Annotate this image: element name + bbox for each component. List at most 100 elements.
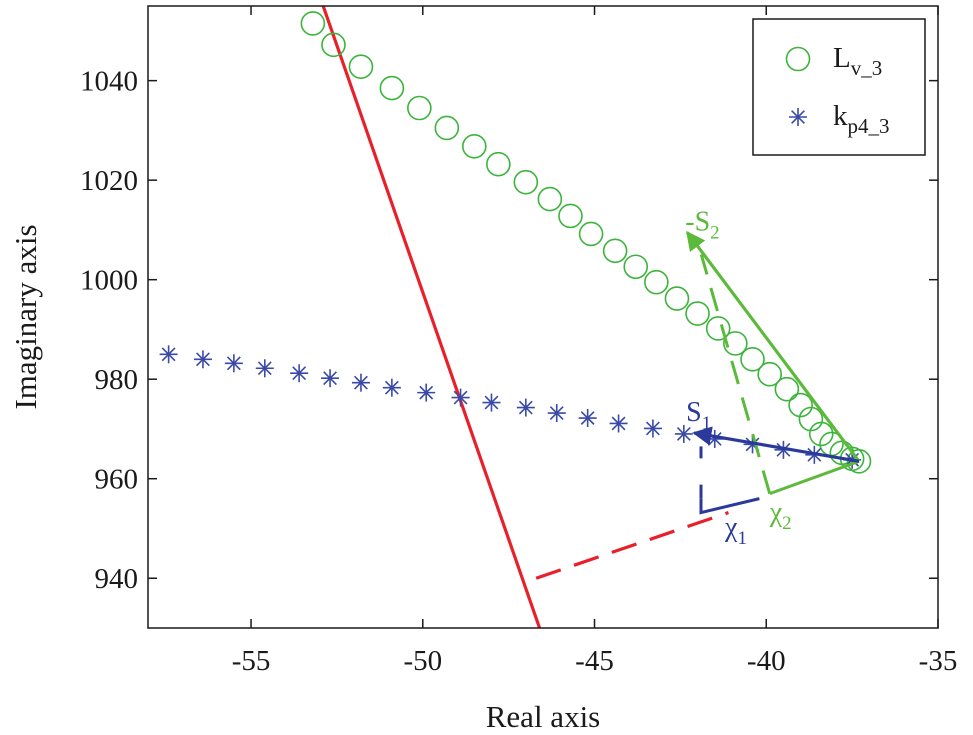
point-k-p4-3-6 xyxy=(351,373,370,392)
point-k-p4-3-2 xyxy=(224,354,243,373)
asterisk-stroke xyxy=(226,356,241,371)
label-chi-1: χ1 xyxy=(724,512,747,549)
point-k-p4-3-9 xyxy=(451,388,470,407)
point-k-p4-3-7 xyxy=(382,378,401,397)
point-l-v-3-0 xyxy=(300,11,326,36)
asterisk-stroke xyxy=(611,416,626,431)
stability-boundary xyxy=(321,6,542,628)
point-k-p4-3-13 xyxy=(578,409,597,428)
legend-label-1-sub: p4_3 xyxy=(848,114,890,138)
point-l-v-3-17 xyxy=(705,316,731,341)
y-tick-label: 980 xyxy=(95,364,139,396)
point-k-p4-3-5 xyxy=(321,369,340,388)
asterisk-stroke xyxy=(419,385,434,400)
point-k-p4-3-8 xyxy=(417,383,436,402)
legend-label-0-sub: v_3 xyxy=(851,56,883,80)
legend-label-1: kp4_3 xyxy=(833,100,890,138)
asterisk-stroke xyxy=(384,380,399,395)
label-s1-main: S xyxy=(686,397,702,428)
point-l-v-3-20 xyxy=(757,361,782,387)
point-l-v-3-12 xyxy=(602,238,628,264)
point-l-v-3-16 xyxy=(685,301,710,326)
point-k-p4-3-1 xyxy=(193,350,212,369)
vector-minus-s2 xyxy=(685,230,861,463)
point-l-v-3-14 xyxy=(644,269,669,295)
asterisk-stroke xyxy=(676,427,691,441)
point-l-v-3-10 xyxy=(558,203,583,229)
point-l-v-3-6 xyxy=(462,134,487,159)
point-k-p4-3-16 xyxy=(674,424,693,443)
y-tick-label: 960 xyxy=(95,464,139,496)
x-axis-title: Real axis xyxy=(486,699,601,734)
point-l-v-3-4 xyxy=(407,95,432,121)
point-l-v-3-5 xyxy=(434,115,460,141)
point-l-v-3-19 xyxy=(740,346,765,372)
plot-frame xyxy=(147,5,939,629)
point-l-v-3-13 xyxy=(623,254,649,280)
distance-projection xyxy=(535,511,729,580)
y-tick-label: 1020 xyxy=(80,165,138,197)
label-chi-1-main: χ xyxy=(724,512,738,543)
label-chi-2: χ2 xyxy=(769,497,792,534)
asterisk-stroke xyxy=(354,375,368,390)
point-l-v-3-21 xyxy=(774,376,800,402)
projection-s2-dash xyxy=(699,253,772,495)
label-s1: S1 xyxy=(686,397,711,434)
point-l-v-3-24 xyxy=(808,421,834,447)
y-tick-label: 1040 xyxy=(80,66,138,98)
label-minus-s2-main: -S xyxy=(685,206,710,237)
point-k-p4-3-14 xyxy=(609,414,628,433)
point-l-v-3-11 xyxy=(578,221,604,247)
point-k-p4-3-15 xyxy=(643,419,662,438)
asterisk-stroke xyxy=(791,110,805,124)
x-tick-label: -35 xyxy=(919,645,958,677)
x-tick-label: -40 xyxy=(747,645,786,677)
label-s1-sub: 1 xyxy=(702,413,712,434)
point-l-v-3-22 xyxy=(788,392,813,418)
asterisk-stroke xyxy=(580,411,595,425)
point-l-v-3-15 xyxy=(664,286,690,311)
legend-marker-asterisk xyxy=(789,108,807,126)
asterisk-stroke xyxy=(257,361,272,376)
label-minus-s2-sub: 2 xyxy=(710,222,720,243)
point-l-v-3-18 xyxy=(723,331,748,356)
legend-label-0-main: L xyxy=(833,42,851,74)
point-l-v-3-2 xyxy=(348,54,374,80)
projection-s2-base xyxy=(769,459,860,496)
legend-label-1-main: k xyxy=(833,100,848,132)
label-chi-2-sub: 2 xyxy=(782,513,792,534)
x-tick-label: -55 xyxy=(232,645,271,677)
asterisk-stroke xyxy=(323,371,337,386)
vector-s1 xyxy=(692,426,860,463)
point-l-v-3-8 xyxy=(513,169,539,195)
asterisk-stroke xyxy=(549,406,564,420)
label-chi-2-main: χ xyxy=(769,497,783,528)
point-l-v-3-1 xyxy=(321,32,346,58)
legend-label-0: Lv_3 xyxy=(833,42,882,80)
point-l-v-3-7 xyxy=(486,151,511,177)
x-tick-label: -45 xyxy=(575,645,614,677)
point-k-p4-3-0 xyxy=(159,345,178,364)
axes-layer: -55 -50 -45 -40 -35 940 960 980 1000 1020 1040 Real… xyxy=(8,5,958,734)
point-k-p4-3-10 xyxy=(482,393,501,412)
asterisk-stroke xyxy=(292,366,307,381)
asterisk-stroke xyxy=(453,390,468,405)
asterisk-stroke xyxy=(645,421,660,436)
y-tick-label: 1000 xyxy=(80,265,138,297)
x-tick-label: -50 xyxy=(403,645,442,677)
label-minus-s2: -S2 xyxy=(685,206,719,243)
point-k-p4-3-3 xyxy=(255,359,274,378)
point-l-v-3-3 xyxy=(379,75,405,101)
y-axis-title: Imaginary axis xyxy=(8,224,43,409)
point-k-p4-3-12 xyxy=(547,404,566,423)
legend-marker-circle xyxy=(785,46,811,72)
projection-s1-corner xyxy=(699,497,760,515)
asterisk-stroke xyxy=(518,400,533,415)
point-l-v-3-28 xyxy=(846,449,872,474)
asterisk-stroke xyxy=(196,352,210,367)
asterisk-stroke xyxy=(484,395,499,410)
lines-layer xyxy=(321,6,729,628)
point-k-p4-3-11 xyxy=(516,398,535,417)
